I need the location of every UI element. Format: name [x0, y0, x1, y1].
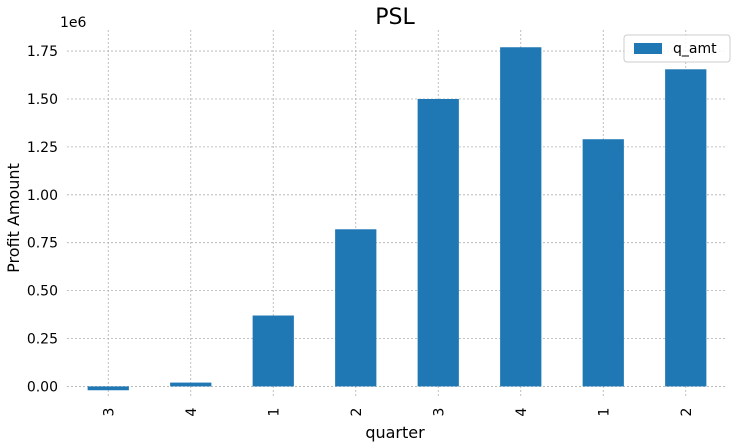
bars	[87, 47, 707, 391]
y-tick-label: 1.00	[27, 188, 58, 204]
bar	[417, 98, 459, 387]
x-tick-label: 4	[184, 407, 200, 416]
bar	[170, 382, 212, 387]
legend-swatch	[634, 43, 662, 54]
x-ticks: 3 4 1 2 3 4 1 2	[101, 407, 695, 416]
y-tick-label: 0.75	[27, 236, 58, 252]
y-tick-label: 0.00	[27, 379, 58, 395]
y-ticks: 0.00 0.25 0.50 0.75 1.00 1.25 1.50 1.75	[27, 44, 58, 395]
y-tick-label: 0.50	[27, 284, 58, 300]
x-tick-label: 4	[514, 407, 530, 416]
y-tick-label: 1.75	[27, 44, 58, 60]
grid	[67, 30, 727, 396]
x-tick-label: 3	[101, 408, 117, 417]
y-tick-label: 1.50	[27, 92, 58, 108]
y-tick-label: 0.25	[27, 332, 58, 348]
legend-frame	[623, 34, 731, 63]
chart-title: PSL	[375, 5, 415, 30]
legend-label: q_amt	[673, 41, 717, 57]
y-axis-label: Profit Amount	[4, 163, 23, 273]
x-tick-label: 1	[266, 408, 282, 417]
y-tick-label: 1.25	[27, 140, 58, 156]
x-tick-label: 3	[431, 408, 447, 417]
bar	[582, 139, 624, 387]
y-offset-label: 1e6	[60, 15, 87, 31]
legend: q_amt	[623, 34, 731, 63]
bar	[87, 386, 129, 391]
x-tick-label: 2	[679, 408, 695, 417]
bar	[252, 315, 294, 387]
x-axis-label: quarter	[365, 423, 425, 442]
bar	[665, 69, 707, 387]
x-tick-label: 1	[596, 408, 612, 417]
x-tick-label: 2	[349, 408, 365, 417]
bar	[335, 229, 377, 387]
bar	[500, 47, 542, 387]
